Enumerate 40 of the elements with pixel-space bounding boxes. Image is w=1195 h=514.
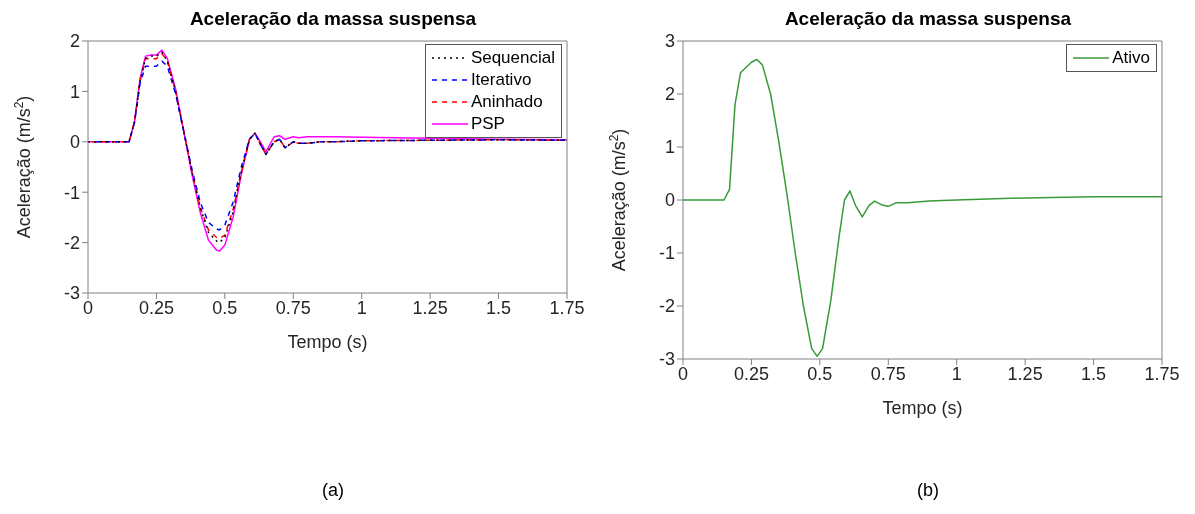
legend-label: Sequencial — [470, 47, 555, 69]
y-tick-label: 3 — [664, 31, 675, 52]
x-tick-label: 1 — [356, 297, 367, 318]
y-tick-label: -1 — [658, 243, 675, 264]
y-tick-label: -3 — [63, 283, 80, 304]
x-axis-title: Tempo (s) — [882, 398, 963, 418]
y-tick-label: 1 — [664, 137, 675, 158]
x-tick-label: 0 — [82, 297, 94, 318]
x-tick-label: 1.5 — [486, 297, 512, 318]
x-tick-label: 1.5 — [1081, 363, 1107, 384]
chart-title: Aceleração da massa suspensa — [783, 8, 1073, 31]
y-tick-label: 2 — [664, 84, 675, 105]
legend-label: Iterativo — [470, 69, 532, 91]
x-tick-label: 0.75 — [870, 363, 906, 384]
x-axis-title: Tempo (s) — [287, 332, 368, 352]
x-tick-label: 0.75 — [275, 297, 311, 318]
legend-label: PSP — [470, 113, 505, 135]
text: (a) — [321, 480, 345, 501]
legend-label: Aninhado — [470, 91, 543, 113]
y-tick-label: -3 — [658, 349, 675, 370]
x-tick-label: 1 — [951, 363, 962, 384]
y-tick-label: -2 — [63, 232, 80, 253]
x-tick-label: 0 — [677, 363, 689, 384]
x-tick-label: 1.75 — [1144, 363, 1180, 384]
legend-label: Ativo — [1112, 47, 1150, 69]
y-tick-label: 0 — [664, 190, 675, 211]
chart-title: Aceleração da massa suspensa — [188, 8, 478, 31]
y-tick-label: 1 — [69, 81, 80, 102]
x-tick-label: 0.5 — [212, 297, 238, 318]
y-tick-label: -2 — [658, 296, 675, 317]
x-tick-label: 1.25 — [412, 297, 448, 318]
x-tick-label: 0.5 — [807, 363, 833, 384]
x-tick-label: 0.25 — [138, 297, 174, 318]
x-tick-label: 1.25 — [1007, 363, 1043, 384]
y-tick-label: 0 — [69, 132, 80, 153]
y-tick-label: 2 — [69, 31, 80, 52]
text: (b) — [916, 480, 940, 501]
x-tick-label: 0.25 — [733, 363, 769, 384]
x-tick-label: 1.75 — [549, 297, 585, 318]
y-tick-label: -1 — [63, 182, 80, 203]
